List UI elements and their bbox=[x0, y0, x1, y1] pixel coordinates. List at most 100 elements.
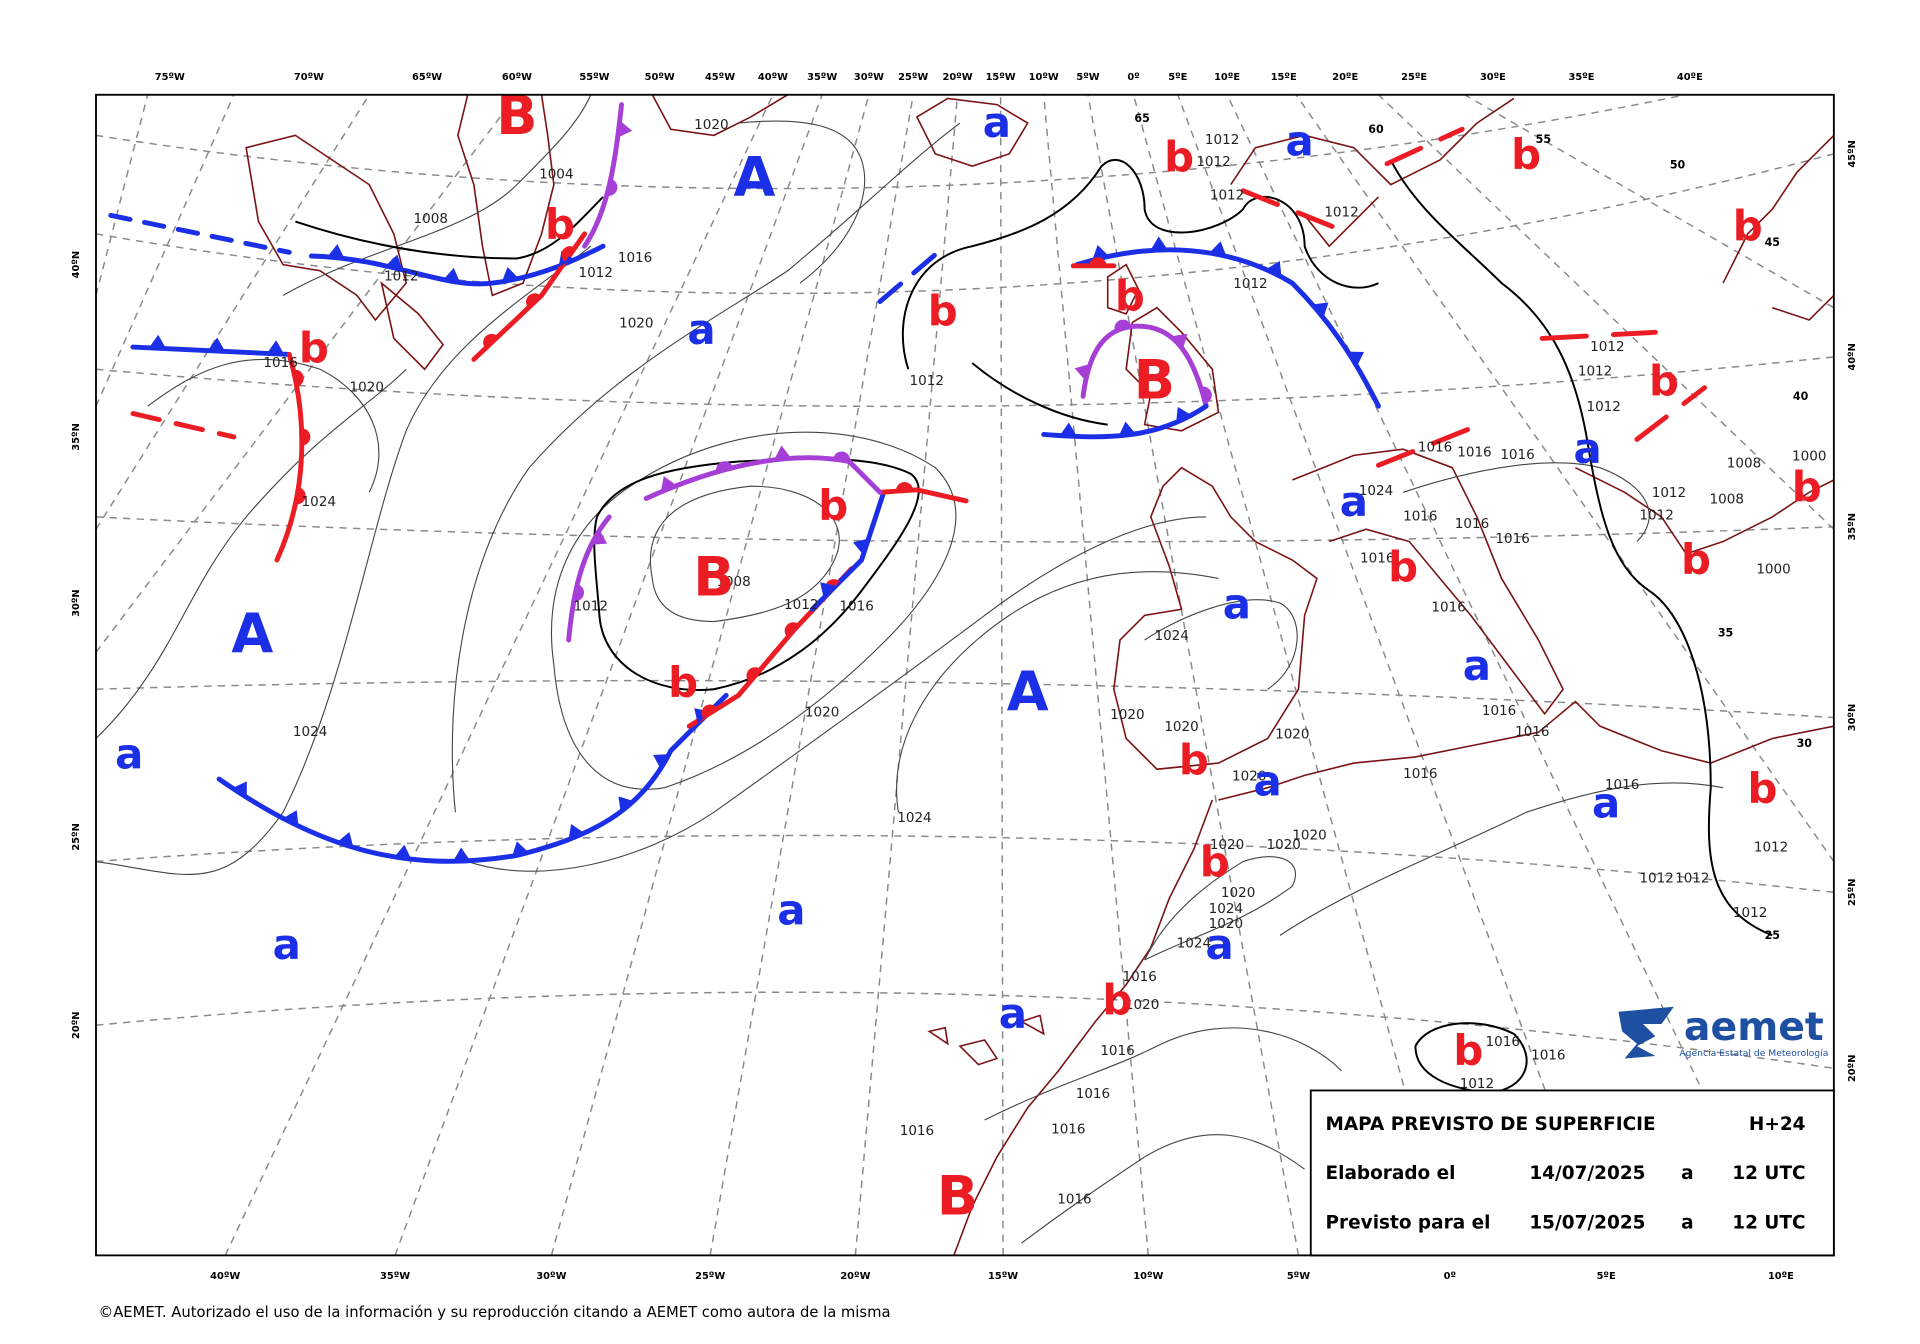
front-semicircle bbox=[833, 451, 851, 462]
isobar-label: 1016 bbox=[263, 355, 297, 371]
longitude-label: 25ºW bbox=[695, 1271, 725, 1282]
info-sep: a bbox=[1681, 1163, 1693, 1184]
front-triangle bbox=[1347, 351, 1364, 367]
isobar bbox=[96, 245, 592, 876]
parallel bbox=[96, 991, 1834, 1070]
front-triangle bbox=[337, 831, 354, 848]
info-date: 15/07/2025 bbox=[1529, 1212, 1645, 1233]
isobar-b bbox=[901, 159, 1379, 370]
longitude-label: 5ºW bbox=[1287, 1271, 1310, 1282]
front-triangle bbox=[232, 781, 247, 798]
coast bbox=[1230, 97, 1515, 248]
high-pressure-center: a bbox=[1286, 116, 1314, 165]
longitude-label: 70ºW bbox=[294, 72, 324, 83]
low-pressure-center: b bbox=[1733, 201, 1763, 250]
info-sep: a bbox=[1681, 1212, 1693, 1233]
latitude-label: 40ºN bbox=[1847, 343, 1858, 370]
front-triangle bbox=[618, 796, 634, 813]
front-triangle bbox=[1312, 302, 1329, 318]
isobar-b bbox=[295, 196, 604, 260]
front-triangle bbox=[282, 810, 299, 827]
isobar-label: 1016 bbox=[1500, 447, 1534, 463]
warm-front bbox=[1376, 425, 1474, 468]
high-pressure-center: a bbox=[983, 98, 1011, 147]
front-triangle bbox=[443, 267, 461, 283]
meridian bbox=[1177, 94, 1607, 1256]
front-triangle bbox=[660, 476, 677, 492]
high-pressure-center: a bbox=[1254, 756, 1282, 805]
parallel bbox=[96, 679, 1834, 719]
logo: aemet Agencia Estatal de Meteorología bbox=[1618, 1004, 1828, 1059]
front-semicircle bbox=[573, 584, 584, 602]
isobar-label: 1012 bbox=[1460, 1076, 1494, 1092]
meridian bbox=[96, 94, 235, 407]
low-pressure-center: b bbox=[668, 658, 698, 707]
isobar-label: 1012 bbox=[1210, 187, 1244, 203]
front-semicircle bbox=[1089, 257, 1107, 266]
isobar-label: 1016 bbox=[1057, 1192, 1091, 1208]
longitude-label: 0º bbox=[1127, 72, 1139, 83]
longitude-label: 55ºW bbox=[579, 72, 609, 83]
isobar-label: 1012 bbox=[1196, 154, 1230, 170]
isobar-label: 1020 bbox=[1209, 916, 1243, 932]
front-semicircle bbox=[483, 333, 498, 349]
meridian bbox=[1295, 94, 1834, 862]
contour-label: 30 bbox=[1797, 737, 1813, 750]
isobar-label: 1020 bbox=[1232, 768, 1266, 784]
longitude-label: 40ºW bbox=[758, 72, 788, 83]
coast bbox=[927, 1014, 1045, 1066]
warm-front bbox=[130, 411, 237, 440]
latitude-label: 30ºN bbox=[1847, 704, 1858, 731]
coast bbox=[1722, 134, 1834, 321]
latitude-label: 20ºN bbox=[1847, 1055, 1858, 1082]
isobar-label: 1000 bbox=[1756, 562, 1790, 578]
front-triangle bbox=[1092, 244, 1110, 261]
occl-front bbox=[582, 102, 624, 249]
meridian bbox=[1377, 94, 1834, 530]
low-pressure-center: b bbox=[1649, 356, 1679, 405]
meridian bbox=[1226, 94, 1782, 1256]
low-pressure-center: B bbox=[937, 1165, 978, 1228]
isobar-label: 1016 bbox=[1515, 724, 1549, 740]
isobar bbox=[1021, 1134, 1305, 1244]
high-pressure-center: a bbox=[115, 729, 143, 778]
high-pressure-center: a bbox=[777, 886, 805, 935]
info-time: 12 UTC bbox=[1732, 1212, 1805, 1233]
info-date: 14/07/2025 bbox=[1529, 1163, 1645, 1184]
isobar bbox=[1144, 599, 1298, 690]
isobar-label: 1016 bbox=[900, 1123, 934, 1139]
isobar-label: 1012 bbox=[1639, 507, 1673, 523]
low-pressure-center: b bbox=[299, 323, 329, 372]
logo-name: aemet bbox=[1684, 1004, 1824, 1050]
isobar-label: 1016 bbox=[618, 250, 652, 266]
latitude-label: 30ºN bbox=[71, 589, 82, 616]
isobar-label: 1024 bbox=[1177, 936, 1211, 952]
isobar-label: 1012 bbox=[574, 598, 608, 614]
warm-front bbox=[274, 352, 305, 563]
low-pressure-center: b bbox=[1511, 130, 1541, 179]
isobar-label: 1012 bbox=[1233, 276, 1267, 292]
isobar-b bbox=[1389, 159, 1773, 937]
occl-front bbox=[643, 455, 883, 501]
isobar-label: 1012 bbox=[1754, 840, 1788, 856]
front-triangle bbox=[1266, 260, 1282, 277]
parallel bbox=[96, 516, 1834, 543]
isobar-label: 1020 bbox=[1110, 707, 1144, 723]
isobar-label: 1016 bbox=[1431, 600, 1465, 616]
info-time: 12 UTC bbox=[1732, 1163, 1805, 1184]
longitude-label: 25ºE bbox=[1401, 72, 1427, 83]
isobar-label: 1020 bbox=[1125, 997, 1159, 1013]
front-triangle bbox=[1118, 421, 1136, 437]
isobar bbox=[1144, 856, 1297, 961]
coast bbox=[1292, 448, 1565, 716]
front-semicircle bbox=[295, 487, 306, 505]
longitude-label: 15ºE bbox=[1271, 72, 1297, 83]
isobar-label: 1012 bbox=[1205, 132, 1239, 148]
high-pressure-center: a bbox=[1463, 641, 1491, 690]
meridian bbox=[96, 94, 518, 653]
parallel bbox=[96, 94, 1689, 190]
isobar bbox=[147, 358, 380, 493]
isobar-label: 1016 bbox=[1605, 777, 1639, 793]
longitude-label: 15ºW bbox=[988, 1271, 1018, 1282]
